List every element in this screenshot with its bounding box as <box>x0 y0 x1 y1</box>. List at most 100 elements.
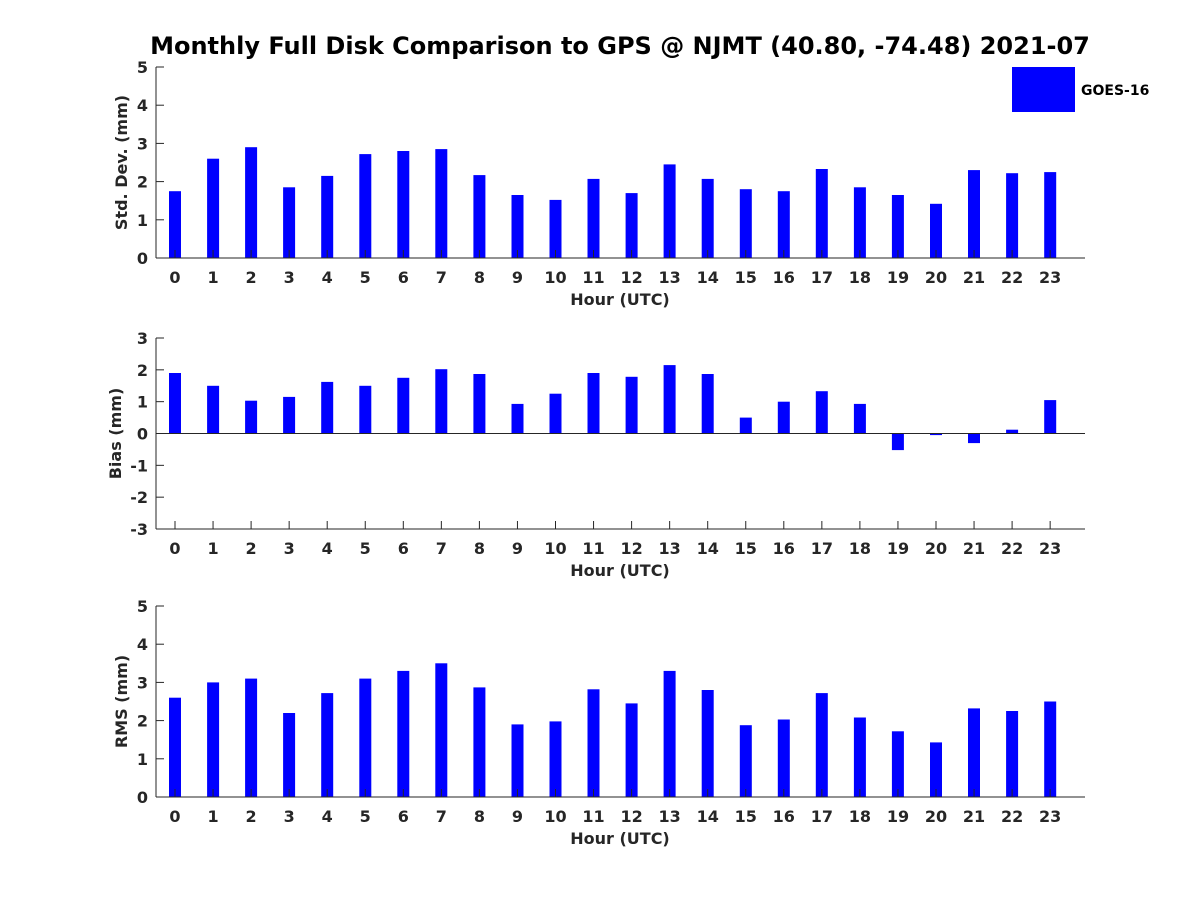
x-tick-label: 8 <box>474 807 485 826</box>
bar-hour-0 <box>169 697 181 797</box>
x-tick-label: 18 <box>849 539 871 558</box>
x-tick-label: 15 <box>735 539 757 558</box>
x-tick-label: 9 <box>512 268 523 287</box>
x-tick-label: 20 <box>925 539 947 558</box>
bar-hour-21 <box>968 170 980 258</box>
bar-hour-10 <box>549 393 562 434</box>
bar-hour-5 <box>359 385 372 434</box>
x-tick-label: 2 <box>246 268 257 287</box>
bar-hour-19 <box>891 433 904 451</box>
y-tick-label: 1 <box>137 393 148 412</box>
x-tick-label: 0 <box>169 539 180 558</box>
y-tick-label: 2 <box>137 361 148 380</box>
bar-hour-6 <box>397 151 410 258</box>
x-tick-label: 14 <box>697 539 719 558</box>
x-tick-label: 20 <box>925 268 947 287</box>
x-axis-label: Hour (UTC) <box>570 829 670 848</box>
x-tick-label: 22 <box>1001 807 1023 826</box>
bar-hour-15 <box>739 725 752 797</box>
x-tick-label: 17 <box>811 268 833 287</box>
x-tick-label: 12 <box>620 268 642 287</box>
bar-hour-23 <box>1044 172 1057 258</box>
x-tick-label: 13 <box>659 268 681 287</box>
bar-hour-20 <box>930 433 942 436</box>
bar-hour-14 <box>701 690 714 797</box>
x-tick-label: 10 <box>544 539 566 558</box>
legend-label: GOES-16 <box>1081 83 1149 99</box>
bar-hour-4 <box>321 381 334 434</box>
bar-hour-13 <box>663 670 676 797</box>
y-tick-label: -1 <box>130 456 148 475</box>
bar-hour-8 <box>473 175 486 258</box>
y-tick-label: 0 <box>137 249 148 268</box>
bar-hour-4 <box>321 175 334 258</box>
y-tick-label: -2 <box>130 488 148 507</box>
bar-hour-18 <box>853 717 866 797</box>
bar-hour-18 <box>853 187 866 258</box>
y-tick-label: 4 <box>137 635 148 654</box>
bar-hour-15 <box>739 417 752 434</box>
x-tick-label: 23 <box>1039 807 1061 826</box>
x-tick-label: 2 <box>246 539 257 558</box>
x-tick-label: 3 <box>284 539 295 558</box>
x-tick-label: 15 <box>735 807 757 826</box>
x-tick-label: 14 <box>697 807 719 826</box>
chart-title: Monthly Full Disk Comparison to GPS @ NJ… <box>150 32 1090 60</box>
y-tick-label: 5 <box>137 58 148 77</box>
x-tick-label: 21 <box>963 539 985 558</box>
x-tick-label: 5 <box>360 268 371 287</box>
x-tick-label: 6 <box>398 807 409 826</box>
x-tick-label: 1 <box>207 807 218 826</box>
bar-hour-2 <box>245 147 258 258</box>
y-tick-label: 2 <box>137 173 148 192</box>
bar-hour-8 <box>473 374 486 434</box>
bar-hour-6 <box>397 377 410 434</box>
x-tick-label: 14 <box>697 268 719 287</box>
bar-hour-3 <box>283 713 296 797</box>
bar-hour-14 <box>701 178 714 258</box>
x-tick-label: 5 <box>360 539 371 558</box>
bar-hour-16 <box>777 401 790 434</box>
bar-hour-20 <box>930 742 942 797</box>
y-tick-label: 5 <box>137 597 148 616</box>
x-tick-label: 3 <box>284 268 295 287</box>
x-axis-label: Hour (UTC) <box>570 561 670 580</box>
bar-hour-4 <box>321 693 334 797</box>
y-axis-label: RMS (mm) <box>112 655 131 748</box>
x-tick-label: 22 <box>1001 539 1023 558</box>
x-tick-label: 21 <box>963 807 985 826</box>
y-axis-label: Std. Dev. (mm) <box>112 95 131 230</box>
y-tick-label: 2 <box>137 712 148 731</box>
x-tick-label: 6 <box>398 539 409 558</box>
x-tick-label: 9 <box>512 539 523 558</box>
x-tick-label: 11 <box>582 539 604 558</box>
y-tick-label: 3 <box>137 673 148 692</box>
bar-hour-16 <box>777 191 790 258</box>
y-tick-label: 1 <box>137 750 148 769</box>
x-tick-label: 22 <box>1001 268 1023 287</box>
bar-hour-19 <box>891 731 904 797</box>
x-tick-label: 0 <box>169 268 180 287</box>
x-tick-label: 16 <box>773 268 795 287</box>
x-tick-label: 13 <box>659 807 681 826</box>
bar-hour-1 <box>207 158 220 258</box>
x-tick-label: 7 <box>436 268 447 287</box>
bar-hour-21 <box>968 433 980 444</box>
y-tick-label: 4 <box>137 96 148 115</box>
x-tick-label: 4 <box>322 539 333 558</box>
bar-hour-22 <box>1006 711 1019 797</box>
y-tick-label: 1 <box>137 211 148 230</box>
x-tick-label: 19 <box>887 807 909 826</box>
x-tick-label: 20 <box>925 807 947 826</box>
bar-hour-3 <box>283 396 296 434</box>
x-tick-label: 11 <box>582 807 604 826</box>
x-tick-label: 2 <box>246 807 257 826</box>
x-tick-label: 13 <box>659 539 681 558</box>
bar-hour-22 <box>1006 173 1019 258</box>
bar-hour-7 <box>435 663 448 797</box>
bar-hour-9 <box>511 724 524 797</box>
bar-hour-0 <box>169 373 181 434</box>
y-axis-label: Bias (mm) <box>106 388 125 480</box>
